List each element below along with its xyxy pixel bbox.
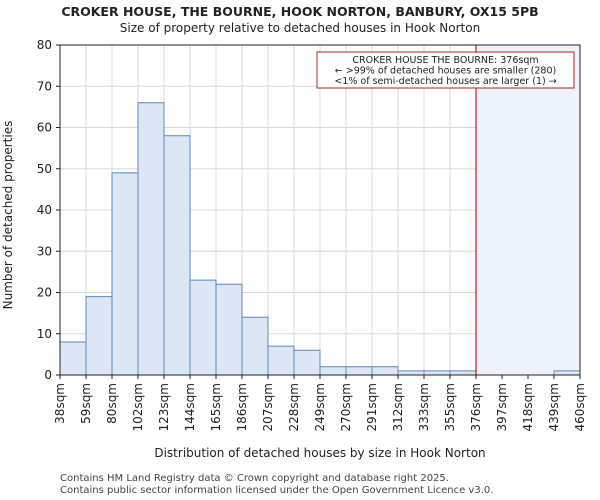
annotation-line-3: <1% of semi-detached houses are larger (… [334,76,556,87]
x-axis-label: Distribution of detached houses by size … [154,446,486,460]
histogram-bar [111,172,139,376]
chart-subtitle: Size of property relative to detached ho… [119,21,481,35]
x-tick-label: 439sqm [547,383,561,431]
chart-title: CROKER HOUSE, THE BOURNE, HOOK NORTON, B… [61,4,539,19]
y-tick-label: 40 [37,203,52,217]
x-tick-label: 186sqm [235,383,249,431]
x-tick-label: 460sqm [573,383,587,431]
y-tick-label: 10 [37,327,52,341]
x-tick-label: 270sqm [339,383,353,431]
histogram-bar [319,366,347,376]
y-tick-label: 20 [37,286,52,300]
annotation-rect [316,51,575,89]
axis-layer: 0 10 20 30 40 50 60 70 80 38sqm 59sqm 80sqm 102sqm 12… [37,38,587,431]
bars-layer [59,102,581,376]
histogram-bar [189,279,217,376]
x-tick-label: 38sqm [53,383,67,424]
histogram-bar [163,135,191,376]
annotation-line-1: CROKER HOUSE THE BOURNE: 376sqm [352,55,538,66]
x-tick-label: 376sqm [469,383,483,431]
y-axis-label: Number of detached properties [1,120,15,310]
x-tick-label: 312sqm [391,383,405,431]
histogram-bar [59,341,87,376]
histogram-bar [371,366,399,376]
footer-line-1: Contains HM Land Registry data © Crown c… [60,473,449,484]
histogram-bar [293,349,321,376]
histogram-bar [137,102,165,376]
histogram-bar [241,316,269,376]
x-tick-label: 80sqm [105,383,119,424]
histogram-bar [397,370,425,376]
highlight-region [476,45,580,375]
x-tick-label: 123sqm [157,383,171,431]
histogram-bar [345,366,373,376]
histogram-bar [423,370,451,376]
histogram-bar [215,283,243,376]
x-tick-label: 207sqm [261,383,275,431]
x-tick-label: 228sqm [287,383,301,431]
x-tick-label: 397sqm [495,383,509,431]
x-tick-label: 333sqm [417,383,431,431]
y-tick-label: 70 [37,79,52,93]
y-tick-label: 0 [44,368,52,382]
x-tick-label: 291sqm [365,383,379,431]
x-tick-label: 102sqm [131,383,145,431]
x-tick-label: 355sqm [443,383,457,431]
annotation-line-2: ← >99% of detached houses are smaller (2… [335,66,556,77]
x-tick-label: 165sqm [209,383,223,431]
x-tick-label: 249sqm [313,383,327,431]
x-tick-label: 144sqm [183,383,197,431]
y-tick-label: 50 [37,162,52,176]
histogram-bar [85,296,113,376]
histogram-bar [449,370,477,376]
histogram-bar [267,345,295,376]
histogram-bar [553,370,581,376]
x-tick-label: 418sqm [521,383,535,431]
annotation-box: CROKER HOUSE THE BOURNE: 376sqm ← >99% o… [316,51,575,89]
footer-line-2: Contains public sector information licen… [60,485,494,496]
y-tick-label: 80 [37,38,52,52]
x-tick-label: 59sqm [79,383,93,424]
y-tick-label: 60 [37,121,52,135]
y-tick-label: 30 [37,244,52,258]
